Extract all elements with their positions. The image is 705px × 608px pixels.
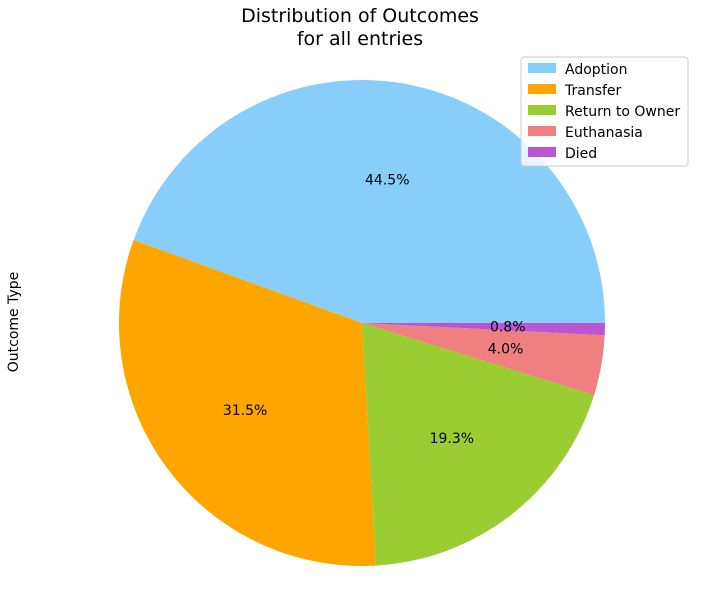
pie-slice-adoption <box>133 80 605 323</box>
legend-label-euthanasia: Euthanasia <box>565 125 643 141</box>
legend-box <box>520 56 689 167</box>
pie-slice-return-to-owner <box>362 323 595 566</box>
chart-title-line-2: for all entries <box>297 28 423 50</box>
pie-slice-died <box>362 323 605 336</box>
legend-swatch-euthanasia <box>528 126 556 136</box>
percent-label-died: 0.8% <box>490 320 526 336</box>
legend-label-died: Died <box>565 146 597 162</box>
percent-label-transfer: 31.5% <box>223 403 267 419</box>
percent-labels: 44.5% 31.5% 19.3% 4.0% 0.8% <box>223 172 526 446</box>
legend-swatch-died <box>528 147 556 157</box>
legend-label-adoption: Adoption <box>565 62 628 78</box>
pie-slice-transfer <box>119 240 377 566</box>
legend-swatch-return-to-owner <box>528 105 556 115</box>
legend-swatch-transfer <box>528 84 556 94</box>
pie-slice-euthanasia <box>362 323 605 396</box>
legend-label-transfer: Transfer <box>564 83 622 99</box>
pie-slices <box>119 80 605 566</box>
legend: Adoption Transfer Return to Owner Euthanasi… <box>520 56 689 167</box>
chart-title-line-1: Distribution of Outcomes <box>241 5 479 27</box>
legend-label-return-to-owner: Return to Owner <box>565 104 680 120</box>
legend-swatch-adoption <box>528 63 556 73</box>
y-axis-label: Outcome Type <box>6 272 22 373</box>
percent-label-euthanasia: 4.0% <box>488 341 524 357</box>
percent-label-return-to-owner: 19.3% <box>430 431 474 447</box>
percent-label-adoption: 44.5% <box>365 172 409 188</box>
